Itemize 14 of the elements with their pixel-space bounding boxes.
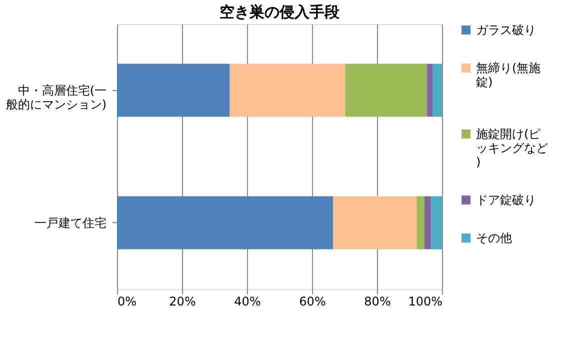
legend-label: その他: [476, 231, 512, 245]
x-tick-label: 60%: [299, 294, 326, 308]
legend-label: 施錠開け(ピッキングなど): [476, 127, 548, 169]
y-tick-label: 一戸建て住宅: [34, 216, 106, 230]
legend-label: 無締り(無施錠): [476, 61, 541, 89]
legend-label: ガラス破り: [476, 23, 536, 37]
legend-label: ドア錠破り: [476, 193, 536, 207]
chart-title: 空き巣の侵入手段: [220, 3, 340, 21]
x-tick-label: 40%: [234, 294, 261, 308]
x-tick-label: 20%: [169, 294, 196, 308]
x-tick-label: 100%: [408, 294, 442, 308]
y-tick-label: 中・高層住宅(一般的にマンション): [6, 83, 106, 112]
x-tick-label: 0%: [118, 294, 137, 308]
x-tick-label: 80%: [364, 294, 391, 308]
